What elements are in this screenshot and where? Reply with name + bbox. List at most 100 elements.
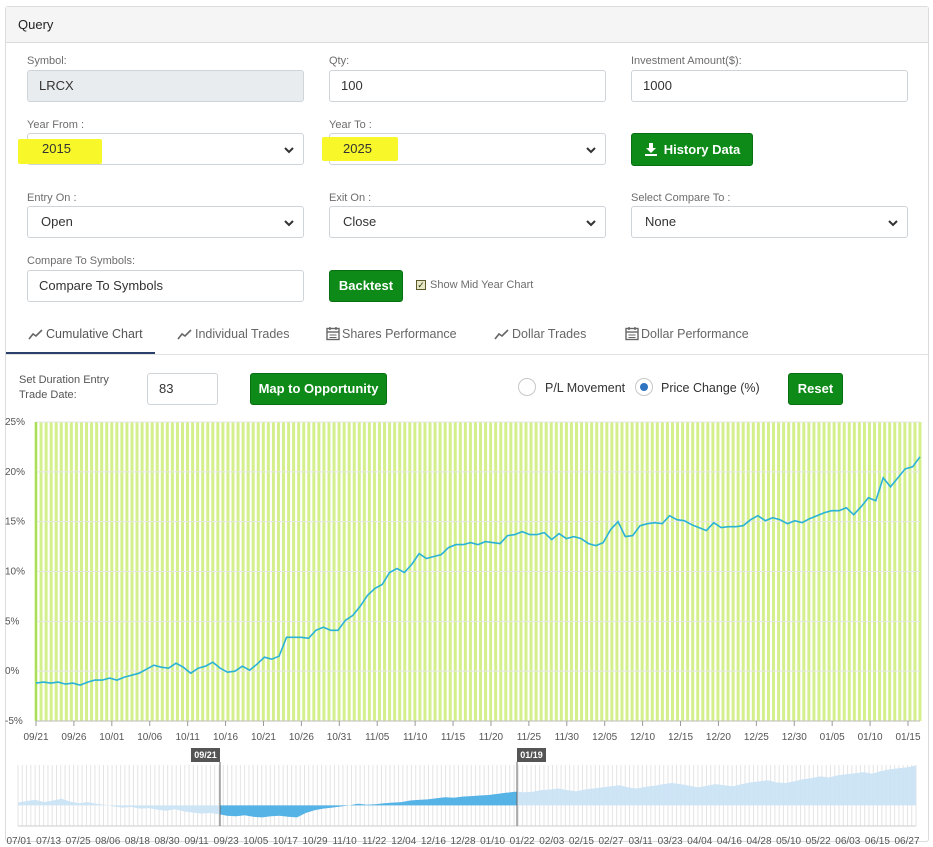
navigator-tick-label: 10/17 — [273, 836, 298, 847]
navigator-tick-label: 08/06 — [95, 836, 120, 847]
x-tick-label: 01/15 — [895, 732, 920, 743]
tab-shares-performance[interactable]: Shares Performance — [326, 326, 457, 346]
compare-to-value: None — [645, 214, 677, 229]
year-from-label: Year From : — [27, 119, 85, 131]
duration-input[interactable]: 83 — [147, 373, 218, 405]
x-tick-label: 12/20 — [706, 732, 731, 743]
tab-dollar-performance[interactable]: Dollar Performance — [625, 326, 749, 346]
navigator-selected-area — [220, 791, 517, 818]
tab-cumulative-chart[interactable]: Cumulative Chart — [28, 326, 143, 346]
investment-input[interactable]: 1000 — [631, 70, 908, 102]
navigator-tick-label: 12/28 — [450, 836, 475, 847]
y-tick-label: 10% — [5, 567, 25, 578]
map-to-opportunity-button[interactable]: Map to Opportunity — [250, 373, 387, 405]
x-tick-label: 11/20 — [479, 732, 504, 743]
navigator-chart[interactable]: 09/21 01/19 07/01 07/13 07/25 08/06 08/18 08/30… — [0, 745, 933, 847]
show-mid-year-label: Show Mid Year Chart — [430, 279, 534, 291]
year-to-label: Year To : — [329, 119, 372, 131]
range-start-flag — [191, 748, 220, 762]
duration-label-line1: Set Duration Entry — [19, 374, 109, 386]
entry-on-value: Open — [41, 214, 73, 229]
y-tick-label: 25% — [5, 417, 25, 428]
calendar-icon — [625, 327, 639, 341]
navigator-tick-label: 10/05 — [243, 836, 268, 847]
tab-label: Dollar Trades — [512, 327, 587, 341]
entry-on-select[interactable]: Open — [27, 206, 304, 238]
x-tick-label: 10/31 — [327, 732, 352, 743]
year-from-select[interactable]: 2015 — [18, 133, 304, 165]
navigator-tick-label: 06/03 — [835, 836, 860, 847]
x-tick-label: 12/15 — [668, 732, 693, 743]
tab-label: Shares Performance — [342, 327, 457, 341]
year-to-select[interactable]: 2025 — [322, 133, 606, 165]
navigator-tick-label: 07/13 — [36, 836, 61, 847]
navigator-tick-label: 02/15 — [569, 836, 594, 847]
show-mid-year-checkbox[interactable]: ✓ — [416, 280, 426, 290]
tab-label: Individual Trades — [195, 327, 290, 341]
range-end-flag — [517, 748, 546, 762]
tab-dollar-trades[interactable]: Dollar Trades — [494, 326, 586, 346]
price-change-label: Price Change (%) — [661, 381, 760, 395]
navigator-tick-label: 09/23 — [214, 836, 239, 847]
x-tick-label: 11/25 — [517, 732, 542, 743]
year-from-highlight — [18, 139, 102, 164]
entry-on-label: Entry On : — [27, 192, 77, 204]
price-change-radio[interactable] — [635, 378, 653, 396]
navigator-tick-label: 01/22 — [510, 836, 535, 847]
navigator-tick-label: 07/01 — [6, 836, 31, 847]
exit-on-select[interactable]: Close — [329, 206, 606, 238]
backtest-button[interactable]: Backtest — [329, 270, 403, 302]
compare-symbols-input[interactable]: Compare To Symbols — [27, 270, 304, 302]
download-icon — [644, 143, 657, 156]
x-tick-label: 11/15 — [441, 732, 466, 743]
qty-label: Qty: — [329, 55, 350, 67]
qty-input[interactable]: 100 — [329, 70, 606, 102]
navigator-tick-label: 11/10 — [332, 836, 357, 847]
navigator-tick-label: 06/15 — [865, 836, 890, 847]
chevron-down-icon — [284, 147, 294, 154]
navigator-tick-label: 03/23 — [658, 836, 683, 847]
x-tick-label: 01/05 — [820, 732, 845, 743]
symbol-label: Symbol: — [27, 55, 67, 67]
navigator-tick-label: 04/16 — [717, 836, 742, 847]
year-from-value: 2015 — [42, 141, 71, 156]
line-chart-icon — [177, 329, 192, 340]
x-tick-label: 09/21 — [23, 732, 48, 743]
x-tick-label: 01/10 — [858, 732, 883, 743]
y-tick-label: 0% — [5, 666, 20, 677]
history-data-button[interactable]: History Data — [631, 133, 753, 166]
range-start-label: 09/21 — [194, 750, 217, 760]
tabs-divider — [6, 354, 928, 355]
pl-movement-label: P/L Movement — [545, 381, 626, 395]
y-tick-label: 5% — [5, 616, 20, 627]
history-data-label: History Data — [663, 142, 741, 157]
x-tick-label: 12/05 — [592, 732, 617, 743]
x-tick-label: 11/10 — [403, 732, 428, 743]
tab-individual-trades[interactable]: Individual Trades — [177, 326, 290, 346]
x-tick-label: 10/21 — [251, 732, 276, 743]
symbol-input[interactable]: LRCX — [27, 70, 304, 102]
navigator-tick-label: 10/29 — [302, 836, 327, 847]
exit-on-label: Exit On : — [329, 192, 372, 204]
navigator-tick-label: 09/11 — [184, 836, 209, 847]
x-tick-label: 10/26 — [289, 732, 314, 743]
pl-movement-radio[interactable] — [518, 378, 536, 396]
duration-label-line2: Trade Date: — [19, 389, 77, 401]
calendar-icon — [326, 327, 340, 341]
navigator-tick-label: 02/27 — [598, 836, 623, 847]
line-chart-icon — [494, 329, 509, 340]
range-end-label: 01/19 — [520, 750, 543, 760]
reset-button[interactable]: Reset — [788, 373, 843, 405]
navigator-tick-label: 11/22 — [362, 836, 387, 847]
cumulative-chart[interactable]: -5% 0% 5% 10% 15% 20% 25% 09/21 09/26 10/01 10/06 1… — [0, 410, 933, 750]
navigator-tick-label: 05/10 — [776, 836, 801, 847]
chevron-down-icon — [888, 220, 898, 227]
exit-on-value: Close — [343, 214, 377, 229]
x-tick-label: 12/30 — [782, 732, 807, 743]
navigator-tick-label: 05/22 — [806, 836, 831, 847]
y-tick-label: 15% — [5, 517, 25, 528]
navigator-tick-label: 08/30 — [154, 836, 179, 847]
compare-to-select[interactable]: None — [631, 206, 908, 238]
x-tick-label: 10/06 — [137, 732, 162, 743]
navigator-tick-label: 12/04 — [391, 836, 416, 847]
